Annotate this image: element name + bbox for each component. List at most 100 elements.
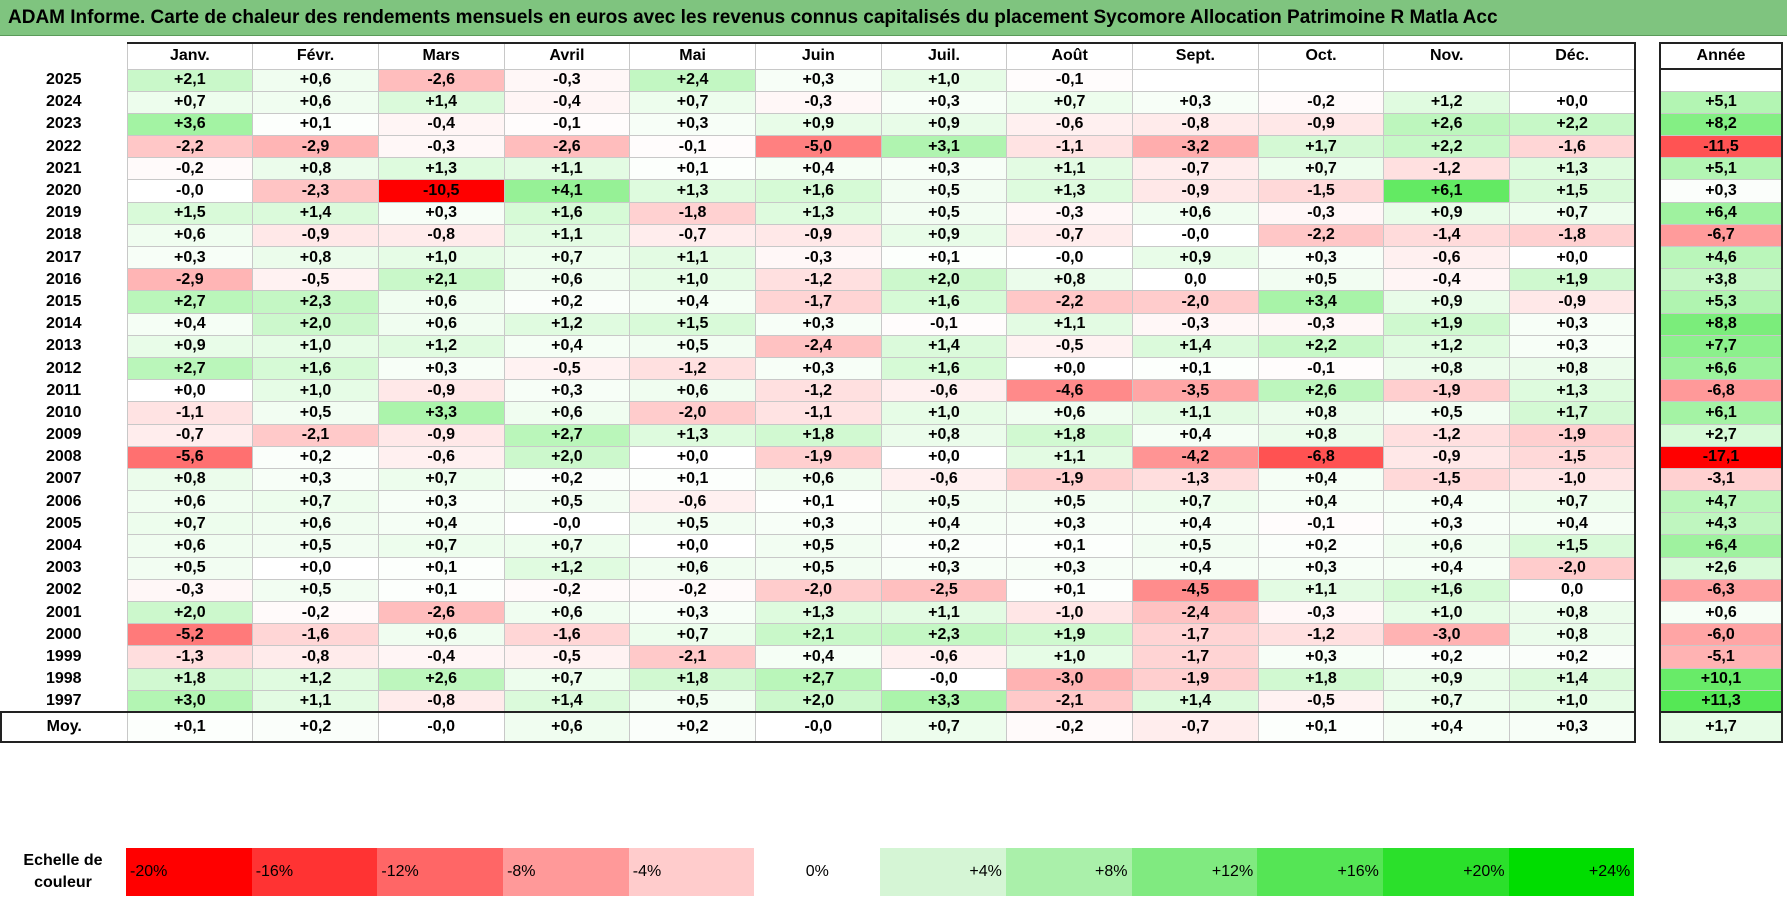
heatmap-cell: -0,4 — [503, 90, 631, 114]
heatmap-cell: -0,0 — [880, 667, 1008, 691]
heatmap-cell: -1,8 — [629, 201, 756, 225]
heatmap-cell: +1,4 — [377, 90, 505, 114]
heatmap-cell: +0,9 — [1132, 245, 1259, 270]
scale-swatch: +12% — [1131, 848, 1258, 896]
heatmap-cell: -2,6 — [377, 68, 505, 92]
heatmap-cell: +0,6 — [252, 68, 379, 92]
heatmap-cell — [1383, 68, 1511, 92]
heatmap-cell: +0,3 — [754, 312, 882, 336]
heatmap-cell: +2,2 — [1509, 112, 1637, 137]
heatmap-cell: -0,4 — [377, 112, 505, 137]
heatmap-cell: +1,1 — [503, 223, 631, 248]
heatmap-cell: +0,9 — [1383, 667, 1511, 691]
year-row: 2010 -1,1 +0,5 +3,3 +0,6 -2,0 -1,1 +1,0 +0,6 +1,1… — [1, 401, 1637, 425]
heatmap-cell: -0,9 — [252, 223, 379, 248]
heatmap-cell: -0,7 — [1006, 223, 1133, 248]
annual-returns-column: Année +5,1 +8,2 -11,5 +5,1 +0,3 +6,4 -6,7 +4,6 +3… — [1659, 42, 1783, 744]
year-row: 2018 +0,6 -0,9 -0,8 +1,1 -0,7 -0,9 +0,9 -0,7 -0,0… — [1, 223, 1637, 248]
average-cell: +0,2 — [629, 711, 756, 744]
heatmap-cell: -0,6 — [629, 490, 756, 514]
heatmap-cell: +2,1 — [377, 268, 505, 292]
heatmap-cell: +0,4 — [1509, 512, 1637, 536]
heatmap-cell: -0,9 — [377, 423, 505, 447]
year-label: 2017 — [45, 248, 82, 266]
year-row: 2004 +0,6 +0,5 +0,7 +0,7 +0,0 +0,5 +0,2 +0,1 +0,5… — [1, 534, 1637, 558]
heatmap-cell: +1,0 — [1006, 645, 1133, 669]
heatmap-cell: +2,7 — [126, 290, 254, 314]
heatmap-cell: -0,7 — [126, 423, 254, 447]
heatmap-cell: -2,5 — [880, 578, 1008, 603]
heatmap-cell: +0,3 — [1509, 334, 1637, 358]
heatmap-cell: +1,0 — [629, 268, 756, 292]
annual-cell: -6,0 — [1659, 623, 1783, 647]
heatmap-cell: +0,1 — [1006, 578, 1133, 603]
heatmap-cell: +1,0 — [377, 245, 505, 270]
year-label: 2014 — [45, 315, 82, 333]
heatmap-cell: -2,6 — [503, 135, 631, 159]
year-label: 2023 — [45, 115, 82, 133]
heatmap-cell: +0,8 — [252, 157, 379, 181]
heatmap-cell: +0,0 — [252, 556, 379, 580]
year-row: 2024 +0,7 +0,6 +1,4 -0,4 +0,7 -0,3 +0,3 +0,7 +0,3… — [1, 90, 1637, 114]
heatmap-cell: +0,4 — [1132, 512, 1259, 536]
average-row: Moy. +0,1 +0,2 -0,0 +0,6 +0,2 -0,0 +0,7 -0,2 -0,7… — [0, 711, 1637, 744]
heatmap-cell: +0,7 — [1006, 90, 1133, 114]
annual-cell: +5,1 — [1659, 90, 1783, 114]
year-label: 2016 — [45, 270, 82, 288]
month-header: Janv. — [126, 42, 254, 70]
heatmap-cell: +0,6 — [503, 268, 631, 292]
heatmap-cell: +0,2 — [880, 534, 1008, 558]
heatmap-cell: +6,1 — [1383, 179, 1511, 203]
heatmap-cell: -0,1 — [629, 135, 756, 159]
heatmap-cell: -1,8 — [1509, 223, 1637, 248]
year-label: 2011 — [46, 381, 82, 399]
average-cell: -0,2 — [1006, 711, 1133, 744]
heatmap-cell: +0,7 — [503, 245, 631, 270]
heatmap-cell: -0,9 — [1257, 112, 1385, 137]
heatmap-cell: +0,3 — [1383, 512, 1511, 536]
heatmap-cell: +1,4 — [252, 201, 379, 225]
heatmap-cell: +0,5 — [629, 689, 756, 713]
month-header: Nov. — [1383, 42, 1511, 70]
year-label: 2022 — [45, 137, 82, 155]
heatmap-cell: +1,5 — [1509, 179, 1637, 203]
month-header: Août — [1006, 42, 1133, 70]
heatmap-cell: +0,9 — [880, 112, 1008, 137]
heatmap-cell: -0,2 — [1257, 90, 1385, 114]
heatmap-cell: -0,0 — [1132, 223, 1259, 248]
month-header: Avril — [503, 42, 631, 70]
monthly-returns-heatmap: Janv. Févr. Mars Avril Mai Juin Juil. Août Sept.… — [0, 42, 1637, 744]
annual-cell: -3,1 — [1659, 467, 1783, 492]
heatmap-cell: -1,9 — [1132, 667, 1259, 691]
heatmap-cell: +1,4 — [1509, 667, 1637, 691]
heatmap-cell: +0,0 — [629, 445, 756, 469]
heatmap-cell: -2,2 — [1257, 223, 1385, 248]
heatmap-cell: +1,6 — [1383, 578, 1511, 603]
month-header: Mai — [629, 42, 756, 70]
heatmap-cell: +0,3 — [1257, 645, 1385, 669]
heatmap-cell: +2,4 — [629, 68, 756, 92]
year-label: 2009 — [45, 426, 82, 444]
heatmap-cell: +0,3 — [503, 379, 631, 403]
heatmap-cell: +0,2 — [503, 467, 631, 492]
heatmap-cell: +0,0 — [1509, 90, 1637, 114]
heatmap-cell: -0,5 — [1006, 334, 1133, 358]
heatmap-cell: +0,5 — [754, 534, 882, 558]
year-row: 2015 +2,7 +2,3 +0,6 +0,2 +0,4 -1,7 +1,6 -2,2 -2,0… — [1, 290, 1637, 314]
heatmap-cell: +0,9 — [754, 112, 882, 137]
heatmap-cell: +0,3 — [126, 245, 254, 270]
heatmap-cell: +0,2 — [1257, 534, 1385, 558]
heatmap-cell: -1,0 — [1006, 600, 1133, 625]
heatmap-cell: +0,4 — [126, 312, 254, 336]
heatmap-cell: -1,3 — [126, 645, 254, 669]
annual-cell: +7,7 — [1659, 334, 1783, 358]
heatmap-cell: +0,5 — [126, 556, 254, 580]
heatmap-cell: +0,8 — [1509, 623, 1637, 647]
heatmap-cell: -2,9 — [126, 268, 254, 292]
heatmap-cell: +0,6 — [503, 600, 631, 625]
heatmap-cell: +3,6 — [126, 112, 254, 137]
average-cell: -0,0 — [377, 711, 505, 744]
heatmap-cell: +0,7 — [126, 90, 254, 114]
heatmap-cell: +1,1 — [880, 600, 1008, 625]
heatmap-cell: +2,6 — [1383, 112, 1511, 137]
